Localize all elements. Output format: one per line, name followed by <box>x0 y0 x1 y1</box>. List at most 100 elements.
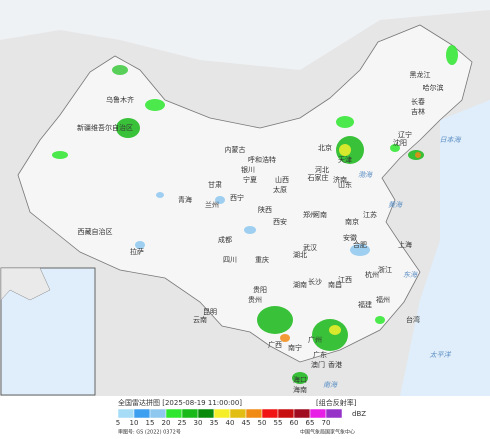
place-label: 辽宁 <box>398 130 412 139</box>
legend-tick-label: 65 <box>306 419 315 427</box>
place-label: 江西 <box>338 276 352 284</box>
legend-scale: 5 10 15 20 25 30 35 40 45 50 55 60 65 70 <box>116 408 343 427</box>
echo <box>292 372 308 384</box>
place-label: 河北 <box>315 166 329 174</box>
echo <box>257 306 293 334</box>
source: 中国气象局国家气象中心 <box>300 429 355 436</box>
approval-number: 审图号: GS (2022) 0372号 <box>118 429 181 436</box>
echo <box>244 226 256 234</box>
place-label: 成都 <box>218 235 232 244</box>
echo <box>329 325 341 335</box>
place-label: 兰州 <box>205 200 219 209</box>
place-label: 海口 <box>293 375 307 384</box>
legend-tick-label: 30 <box>194 419 203 427</box>
place-label: 贵州 <box>248 295 262 304</box>
place-label: 台湾 <box>406 315 420 324</box>
legend-tick-label: 15 <box>146 419 155 427</box>
legend-swatch <box>165 408 183 419</box>
legend-unit: dBZ <box>352 410 366 418</box>
legend-swatch <box>133 408 151 419</box>
legend-swatch <box>309 408 327 419</box>
place-label: 济南 <box>333 175 347 184</box>
legend-title: 全国雷达拼图 [2025-08-19 11:00:00] <box>118 398 242 407</box>
echo <box>336 116 354 128</box>
place-label: 山东 <box>338 180 352 189</box>
place-label: 内蒙古 <box>225 145 246 154</box>
place-label: 福建 <box>358 300 372 309</box>
place-label: 浙江 <box>378 265 392 274</box>
legend-swatch <box>293 408 311 419</box>
place-label: 哈尔滨 <box>423 83 444 92</box>
place-label: 黄海 <box>388 201 403 209</box>
legend-swatch <box>261 408 279 419</box>
place-label: 海南 <box>293 385 307 394</box>
place-label: 太平洋 <box>430 351 452 359</box>
legend-swatch <box>117 408 135 419</box>
place-label: 河南 <box>313 210 327 219</box>
place-label: 青海 <box>178 195 192 204</box>
place-label: 西安 <box>273 217 287 226</box>
place-label: 江苏 <box>363 210 377 219</box>
echo <box>350 244 370 256</box>
place-label: 日本海 <box>440 136 462 144</box>
legend-swatch <box>325 408 343 419</box>
echo <box>280 334 290 342</box>
china-outline <box>17 24 473 363</box>
legend-tick-label: 45 <box>242 419 251 427</box>
place-label: 渤海 <box>358 171 373 179</box>
ocean <box>400 100 490 396</box>
place-label: 黑龙江 <box>410 70 431 79</box>
echo <box>112 65 128 75</box>
place-label: 西宁 <box>230 193 244 202</box>
place-label: 广东 <box>313 350 327 359</box>
legend-tick-label: 50 <box>258 419 267 427</box>
legend-product: [组合反射率] <box>316 398 357 407</box>
place-label: 上海 <box>398 240 412 249</box>
place-label: 安徽 <box>343 233 357 242</box>
echo <box>145 99 165 111</box>
legend-tick-label: 40 <box>226 419 235 427</box>
legend-swatch <box>181 408 199 419</box>
place-label: 呼和浩特 <box>248 155 276 164</box>
legend-tick-label: 25 <box>178 419 187 427</box>
place-label: 南海 <box>323 381 338 389</box>
place-label: 太原 <box>273 185 287 194</box>
echo <box>135 241 145 249</box>
echo <box>156 192 164 198</box>
place-label: 拉萨 <box>130 247 144 256</box>
legend-tick-label: 5 <box>116 419 120 427</box>
place-label: 长沙 <box>308 277 322 286</box>
place-label: 银川 <box>241 165 255 174</box>
place-label: 湖南 <box>293 280 307 289</box>
echo <box>116 118 140 138</box>
place-label: 郑州 <box>303 211 317 219</box>
echo <box>52 151 68 159</box>
place-label: 贵阳 <box>253 285 267 294</box>
place-label: 陕西 <box>258 205 272 214</box>
place-label: 石家庄 <box>308 173 329 182</box>
legend-tick-label: 55 <box>274 419 283 427</box>
place-label: 宁夏 <box>243 175 257 184</box>
place-label: 东海 <box>403 271 418 279</box>
place-label: 沈阳 <box>393 138 407 147</box>
place-label: 长春 <box>411 97 425 106</box>
echo <box>215 196 225 204</box>
legend-tick-label: 10 <box>130 419 139 427</box>
legend-swatch <box>213 408 231 419</box>
place-label: 西藏自治区 <box>78 227 113 236</box>
legend-swatch <box>149 408 167 419</box>
echo <box>312 319 348 351</box>
legend-tick-label: 60 <box>290 419 299 427</box>
inset-land <box>0 267 51 301</box>
echo <box>446 45 458 65</box>
place-label: 澳门 <box>311 360 325 369</box>
echo <box>390 144 400 152</box>
place-label: 香港 <box>328 360 342 369</box>
legend-tick-label: 70 <box>322 419 331 427</box>
place-label: 山西 <box>275 175 289 184</box>
legend-swatch <box>197 408 215 419</box>
legend-tick-label: 20 <box>162 419 171 427</box>
legend-swatch <box>245 408 263 419</box>
place-label: 四川 <box>223 256 237 264</box>
